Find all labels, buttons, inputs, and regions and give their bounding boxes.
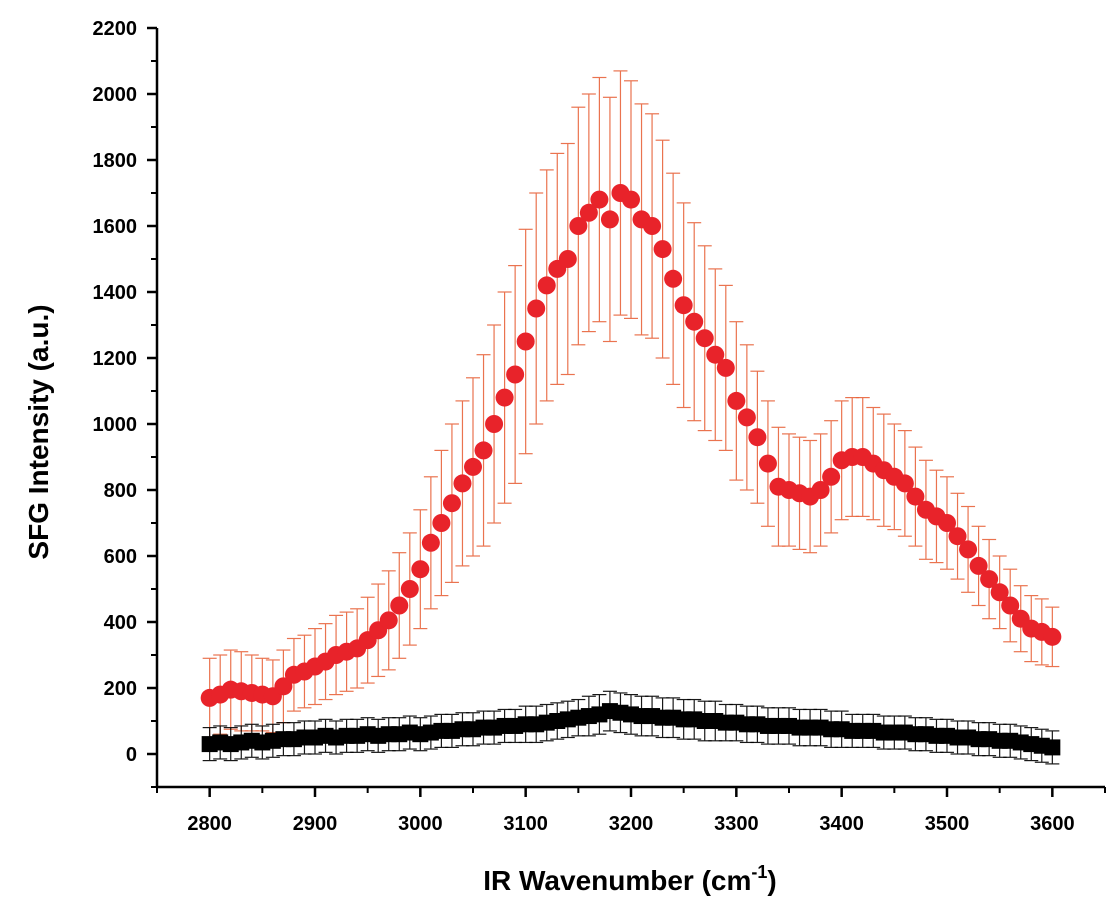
data-point	[706, 345, 725, 364]
series-0-points	[200, 184, 1062, 707]
data-point	[485, 415, 504, 433]
chart-axes: 0 200 400 600 800 1000 1200 1400 1600 1800 2000 220…	[93, 18, 1106, 835]
y-tick-label: 400	[104, 612, 137, 634]
data-point	[727, 391, 746, 410]
data-point	[558, 250, 577, 268]
chart-series-layer	[200, 70, 1062, 765]
data-point	[685, 312, 704, 331]
x-axis-label: IR Wavenumber (cm-1)	[483, 862, 776, 896]
y-tick-label: 0	[126, 744, 137, 766]
data-point	[1001, 596, 1020, 615]
y-tick-label: 1000	[93, 414, 138, 436]
y-tick-label: 600	[104, 546, 137, 568]
data-point	[959, 540, 978, 559]
x-tick-label: 3600	[1030, 813, 1075, 835]
y-tick-label: 1200	[93, 348, 138, 370]
data-point	[811, 481, 830, 499]
series-1-points	[201, 703, 1061, 756]
data-point	[442, 494, 461, 513]
data-point	[1043, 627, 1062, 646]
data-point	[938, 514, 956, 532]
series-0	[200, 70, 1062, 739]
data-point	[822, 467, 841, 486]
data-point	[622, 190, 640, 209]
data-point	[590, 190, 609, 209]
x-tick-label: 2900	[293, 813, 338, 835]
data-point	[432, 514, 451, 532]
data-point	[579, 203, 598, 222]
chart-axis-labels: IR Wavenumber (cm-1) SFG Intensity (a.u.…	[23, 304, 777, 896]
data-point	[274, 677, 293, 696]
data-point	[758, 454, 777, 473]
x-tick-label: 3400	[819, 813, 864, 835]
data-point	[664, 269, 683, 288]
x-tick-label: 3300	[714, 813, 759, 835]
data-point	[674, 296, 693, 315]
data-point	[464, 457, 482, 476]
x-tick-label: 3000	[398, 813, 443, 835]
data-point	[600, 210, 619, 229]
data-point	[1044, 739, 1061, 756]
data-point	[390, 596, 409, 615]
y-tick-label: 1400	[93, 282, 138, 304]
data-point	[716, 358, 735, 377]
data-point	[411, 560, 430, 579]
data-point	[379, 611, 398, 630]
data-point	[643, 217, 662, 235]
data-point	[453, 474, 472, 493]
data-point	[527, 299, 546, 318]
y-tick-label: 200	[104, 678, 137, 700]
data-point	[516, 332, 535, 351]
series-0-errorbars	[202, 70, 1060, 739]
series-1	[201, 690, 1061, 765]
data-point	[990, 583, 1009, 602]
data-point	[421, 533, 440, 552]
data-point	[737, 408, 756, 427]
data-point	[906, 487, 925, 506]
y-tick-label: 800	[104, 480, 137, 502]
data-point	[969, 556, 988, 575]
y-tick-label: 2000	[93, 84, 138, 106]
x-tick-label: 3100	[503, 813, 548, 835]
y-tick-label: 2200	[93, 18, 138, 40]
data-point	[495, 388, 514, 407]
data-point	[474, 441, 493, 460]
data-point	[695, 329, 714, 348]
data-point	[980, 570, 999, 589]
x-tick-label: 3500	[925, 813, 970, 835]
data-point	[748, 428, 767, 447]
data-point	[506, 365, 525, 384]
data-point	[653, 240, 672, 259]
y-tick-label: 1600	[93, 216, 138, 238]
x-tick-label: 2800	[187, 813, 232, 835]
data-point	[948, 527, 967, 546]
y-axis-label: SFG Intensity (a.u.)	[23, 304, 54, 559]
data-point	[569, 217, 588, 235]
y-tick-label: 1800	[93, 150, 138, 172]
x-tick-label: 3200	[609, 813, 654, 835]
data-point	[400, 580, 419, 598]
data-point	[537, 276, 556, 295]
data-point	[895, 474, 914, 493]
